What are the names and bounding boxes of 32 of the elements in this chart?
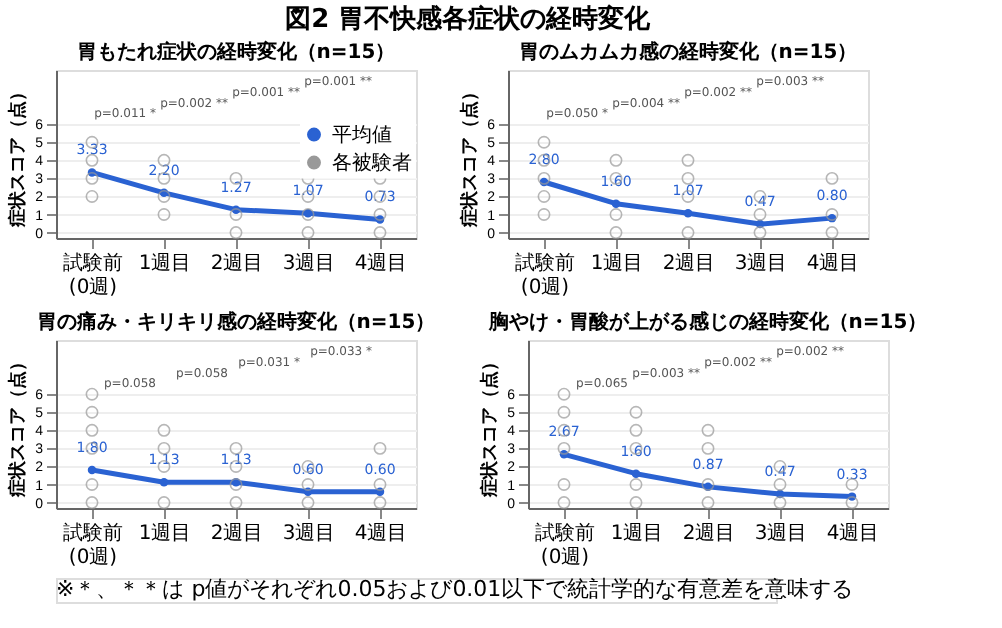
x-tick-label: 4週目 — [354, 523, 408, 545]
x-tick-label: 1週目 — [610, 523, 664, 545]
chart-title: 胸やけ・胃酸が上がる感じの経時変化（n=15） — [486, 310, 928, 334]
x-tick-label: 4週目 — [806, 253, 860, 275]
x-tick-label: 2週目 — [210, 253, 264, 275]
x-tick-label: 1週目 — [138, 523, 192, 545]
y-axis-title: 症状スコア（点） — [7, 353, 30, 499]
x-tick-label: 試験前 (0週) — [515, 251, 575, 299]
x-tick-label: 4週目 — [354, 253, 408, 275]
x-tick-label: 2週目 — [682, 523, 736, 545]
y-axis-title: 症状スコア（点） — [7, 83, 30, 229]
x-tick-label: 2週目 — [210, 523, 264, 545]
x-tick-label: 3週目 — [282, 523, 336, 545]
chart-title: 胃のムカムカ感の経時変化（n=15） — [518, 40, 858, 64]
x-tick-label: 試験前 (0週) — [535, 521, 595, 569]
x-tick-label: 4週目 — [826, 523, 880, 545]
chart-title: 胃の痛み・キリキリ感の経時変化（n=15） — [36, 310, 436, 334]
y-axis-title: 症状スコア（点） — [479, 353, 502, 499]
text: ※＊、＊＊は p値がそれぞれ0.05および0.01以下で統計学的な有意差を意味する — [56, 576, 854, 602]
x-tick-label: 試験前 (0週) — [63, 521, 123, 569]
y-axis-title: 症状スコア（点） — [459, 83, 482, 229]
x-tick-label: 3週目 — [734, 253, 788, 275]
x-tick-label: 1週目 — [590, 253, 644, 275]
legend-label: 平均値 — [332, 122, 392, 147]
x-tick-label: 3週目 — [754, 523, 808, 545]
legend-label: 各被験者 — [332, 150, 412, 175]
x-tick-label: 試験前 (0週) — [63, 251, 123, 299]
chart-title: 図2 胃不快感各症状の経時変化 — [285, 3, 653, 35]
x-tick-label: 3週目 — [282, 253, 336, 275]
x-tick-label: 2週目 — [662, 253, 716, 275]
chart-subtitle: 胃もたれ症状の経時変化（n=15） — [76, 40, 396, 64]
x-tick-label: 1週目 — [138, 253, 192, 275]
